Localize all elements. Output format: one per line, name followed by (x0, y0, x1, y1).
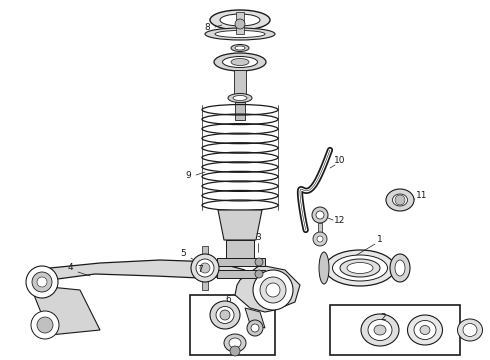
Ellipse shape (392, 194, 408, 206)
Text: 1: 1 (377, 235, 383, 244)
Ellipse shape (390, 254, 410, 282)
Ellipse shape (395, 260, 405, 276)
Ellipse shape (228, 94, 252, 103)
Circle shape (32, 272, 52, 292)
Ellipse shape (340, 259, 380, 277)
Ellipse shape (325, 250, 395, 286)
Ellipse shape (214, 53, 266, 71)
Circle shape (317, 236, 323, 242)
Circle shape (37, 277, 47, 287)
Polygon shape (217, 258, 265, 266)
Polygon shape (218, 210, 262, 240)
Polygon shape (217, 270, 265, 278)
Ellipse shape (220, 310, 230, 320)
Ellipse shape (224, 334, 246, 352)
Circle shape (251, 324, 259, 332)
Text: 4: 4 (67, 264, 73, 273)
Bar (235, 102, 245, 120)
Ellipse shape (463, 324, 477, 337)
Circle shape (395, 195, 405, 205)
Ellipse shape (233, 95, 247, 100)
Circle shape (266, 283, 280, 297)
Circle shape (31, 311, 59, 339)
Polygon shape (30, 285, 100, 335)
Ellipse shape (361, 314, 399, 346)
Circle shape (260, 277, 286, 303)
Ellipse shape (220, 14, 260, 26)
Bar (330, 305, 460, 355)
Circle shape (255, 270, 263, 278)
Text: 7: 7 (197, 266, 203, 275)
Ellipse shape (414, 320, 436, 339)
Circle shape (191, 254, 219, 282)
Text: 9: 9 (185, 171, 191, 180)
Circle shape (26, 266, 58, 298)
Circle shape (313, 232, 327, 246)
Ellipse shape (408, 315, 442, 345)
Ellipse shape (235, 46, 245, 50)
Ellipse shape (222, 57, 258, 68)
Bar (318, 223, 322, 239)
Text: 5: 5 (180, 248, 186, 257)
Ellipse shape (205, 28, 275, 40)
Circle shape (235, 19, 245, 29)
Bar (226, 240, 254, 258)
Text: 6: 6 (225, 296, 231, 305)
Circle shape (316, 211, 324, 219)
Ellipse shape (231, 58, 249, 66)
Circle shape (230, 346, 240, 356)
Text: 2: 2 (380, 314, 386, 323)
Ellipse shape (347, 262, 373, 274)
Text: 12: 12 (334, 216, 345, 225)
Polygon shape (245, 308, 265, 328)
Circle shape (253, 270, 293, 310)
Ellipse shape (210, 10, 270, 30)
Circle shape (196, 259, 214, 277)
Bar (202, 246, 208, 290)
Ellipse shape (386, 189, 414, 211)
Ellipse shape (458, 319, 483, 341)
Ellipse shape (333, 255, 388, 281)
Circle shape (312, 207, 328, 223)
Polygon shape (30, 260, 245, 290)
Ellipse shape (216, 306, 234, 324)
Polygon shape (235, 265, 300, 312)
Ellipse shape (215, 31, 265, 37)
Ellipse shape (319, 252, 329, 284)
Text: 3: 3 (255, 233, 261, 242)
Ellipse shape (420, 325, 430, 334)
Bar (190, 295, 275, 355)
Text: 8: 8 (204, 23, 210, 32)
Text: 11: 11 (416, 190, 428, 199)
Ellipse shape (229, 338, 241, 348)
Circle shape (200, 263, 210, 273)
Text: 10: 10 (334, 156, 346, 165)
Circle shape (247, 320, 263, 336)
Ellipse shape (374, 325, 386, 335)
Bar (236, 12, 244, 34)
Ellipse shape (368, 320, 392, 341)
Circle shape (37, 317, 53, 333)
Bar (234, 70, 246, 98)
Ellipse shape (231, 45, 249, 51)
Circle shape (255, 258, 263, 266)
Ellipse shape (210, 301, 240, 329)
